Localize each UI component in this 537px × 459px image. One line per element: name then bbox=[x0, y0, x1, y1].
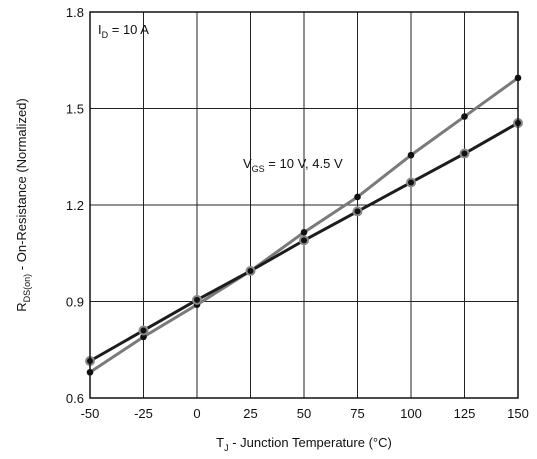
y-tick-label: 0.6 bbox=[66, 391, 84, 406]
x-axis-label-rest: - Junction Temperature (°C) bbox=[229, 435, 392, 450]
series-2-point bbox=[247, 267, 254, 274]
grid bbox=[90, 12, 518, 398]
y-tick-label: 1.2 bbox=[66, 198, 84, 213]
series-1-point bbox=[461, 113, 468, 120]
y-tick-label: 1.5 bbox=[66, 102, 84, 117]
series-1-point bbox=[140, 333, 147, 341]
y-tick-labels: 0.6 0.9 1.2 1.5 1.8 bbox=[66, 5, 84, 406]
series-2-point bbox=[408, 179, 414, 186]
annotation-vgs-rest: = 10 V, 4.5 V bbox=[265, 156, 343, 171]
series-1-point bbox=[407, 151, 415, 159]
x-tick-label: 75 bbox=[350, 406, 364, 421]
series-lines bbox=[85, 74, 523, 376]
series-2-point bbox=[301, 237, 307, 244]
annotation-vgs: VGS = 10 V, 4.5 V bbox=[243, 156, 343, 174]
series-2-point bbox=[461, 150, 468, 157]
annotation-vgs-sub: GS bbox=[252, 164, 265, 174]
y-tick-label: 1.8 bbox=[66, 5, 84, 20]
x-tick-label: 125 bbox=[454, 406, 476, 421]
annotation-id: ID = 10 A bbox=[98, 22, 149, 40]
annotation-vgs-main: V bbox=[243, 156, 252, 171]
y-axis-label: RDS(on) - On-Resistance (Normalized) bbox=[14, 98, 32, 311]
x-tick-label: -50 bbox=[81, 406, 100, 421]
y-axis-label-sub: DS(on) bbox=[22, 274, 32, 303]
x-tick-label: 25 bbox=[243, 406, 257, 421]
x-axis-label-main: T bbox=[216, 435, 224, 450]
series-2-point bbox=[354, 208, 361, 215]
x-tick-label: -25 bbox=[134, 406, 153, 421]
x-tick-label: 150 bbox=[507, 406, 529, 421]
plot-frame bbox=[89, 11, 519, 399]
series-1-point bbox=[300, 229, 308, 236]
series-1-point bbox=[354, 193, 361, 201]
x-tick-label: 50 bbox=[297, 406, 311, 421]
annotation-id-sub: D bbox=[102, 30, 109, 40]
y-axis-label-main: R bbox=[14, 302, 29, 311]
annotation-id-main: I bbox=[98, 22, 102, 37]
x-axis-label: TJ - Junction Temperature (°C) bbox=[216, 435, 392, 453]
x-tick-labels: -50 -25 0 25 50 75 100 125 150 bbox=[81, 406, 529, 421]
series-2-point bbox=[140, 327, 147, 334]
y-tick-label: 0.9 bbox=[66, 295, 84, 310]
x-tick-label: 100 bbox=[400, 406, 422, 421]
annotation-id-rest: = 10 A bbox=[108, 22, 149, 37]
x-axis-label-sub: J bbox=[224, 443, 229, 453]
y-axis-label-rest: - On-Resistance (Normalized) bbox=[14, 98, 29, 274]
series-2-point bbox=[194, 296, 200, 303]
x-tick-label: 0 bbox=[193, 406, 200, 421]
